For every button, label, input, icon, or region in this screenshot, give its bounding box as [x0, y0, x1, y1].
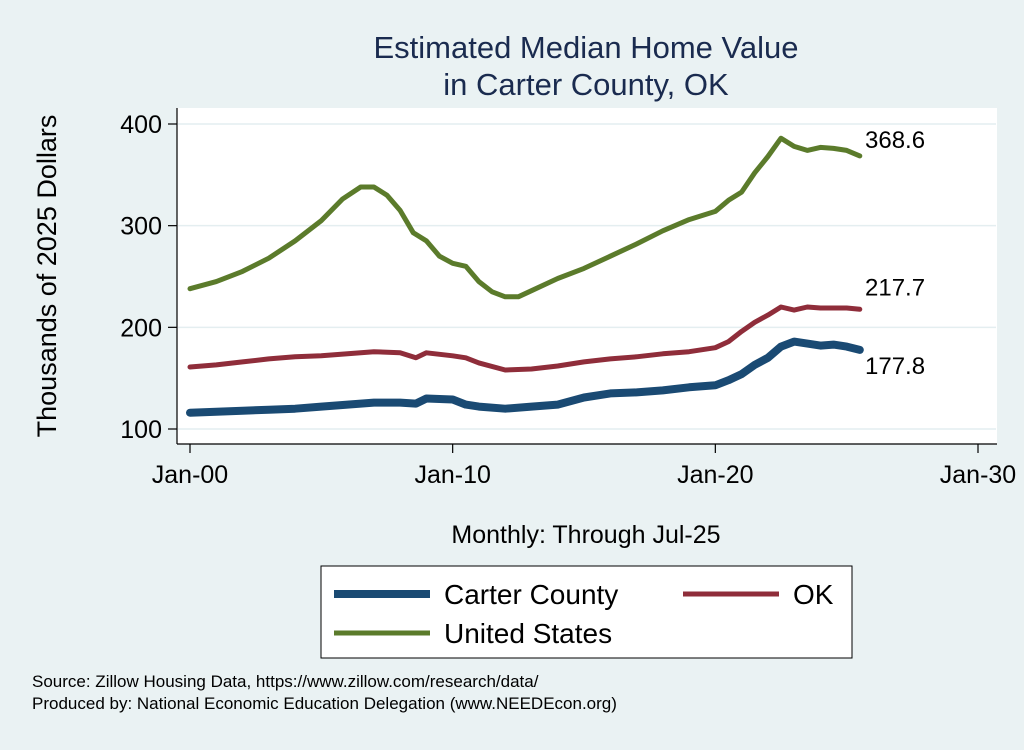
x-tick-label: Jan-10 [414, 461, 490, 489]
end-label-ok: 217.7 [865, 274, 925, 301]
y-tick-label: 400 [120, 111, 162, 139]
x-tick-label: Jan-20 [677, 461, 753, 489]
y-tick-label: 300 [120, 213, 162, 241]
end-label-carter-county: 177.8 [865, 353, 925, 380]
legend-label-ok: OK [793, 579, 834, 610]
series-layer [186, 135, 864, 417]
plot-area [177, 108, 997, 444]
y-axis-ticks: 100 200 300 400 [120, 111, 177, 444]
chart-title-line-2: in Carter County, OK [443, 67, 729, 102]
source-line-1: Source: Zillow Housing Data, https://www… [32, 672, 539, 691]
end-label-united-states: 368.6 [865, 127, 925, 154]
y-axis-label: Thousands of 2025 Dollars [32, 115, 62, 438]
end-labels: 177.8 217.7 368.6 [865, 127, 925, 380]
chart-title-line-1: Estimated Median Home Value [373, 30, 798, 65]
legend-box [320, 565, 853, 659]
legend-label-carter-county: Carter County [444, 579, 618, 610]
legend-items: Carter County OK United States [334, 579, 834, 649]
x-axis-ticks: Jan-00 Jan-10 Jan-20 Jan-30 [152, 444, 1016, 489]
series-line-ok [187, 304, 863, 373]
series-line-united-states [187, 135, 863, 300]
legend-label-united-states: United States [444, 618, 612, 649]
source-line-2: Produced by: National Economic Education… [32, 694, 617, 713]
series-line-carter-county [186, 337, 864, 417]
x-tick-label: Jan-30 [940, 461, 1016, 489]
x-axis-label: Monthly: Through Jul-25 [451, 521, 720, 549]
y-tick-label: 100 [120, 416, 162, 444]
x-tick-label: Jan-00 [152, 461, 228, 489]
y-tick-label: 200 [120, 314, 162, 342]
